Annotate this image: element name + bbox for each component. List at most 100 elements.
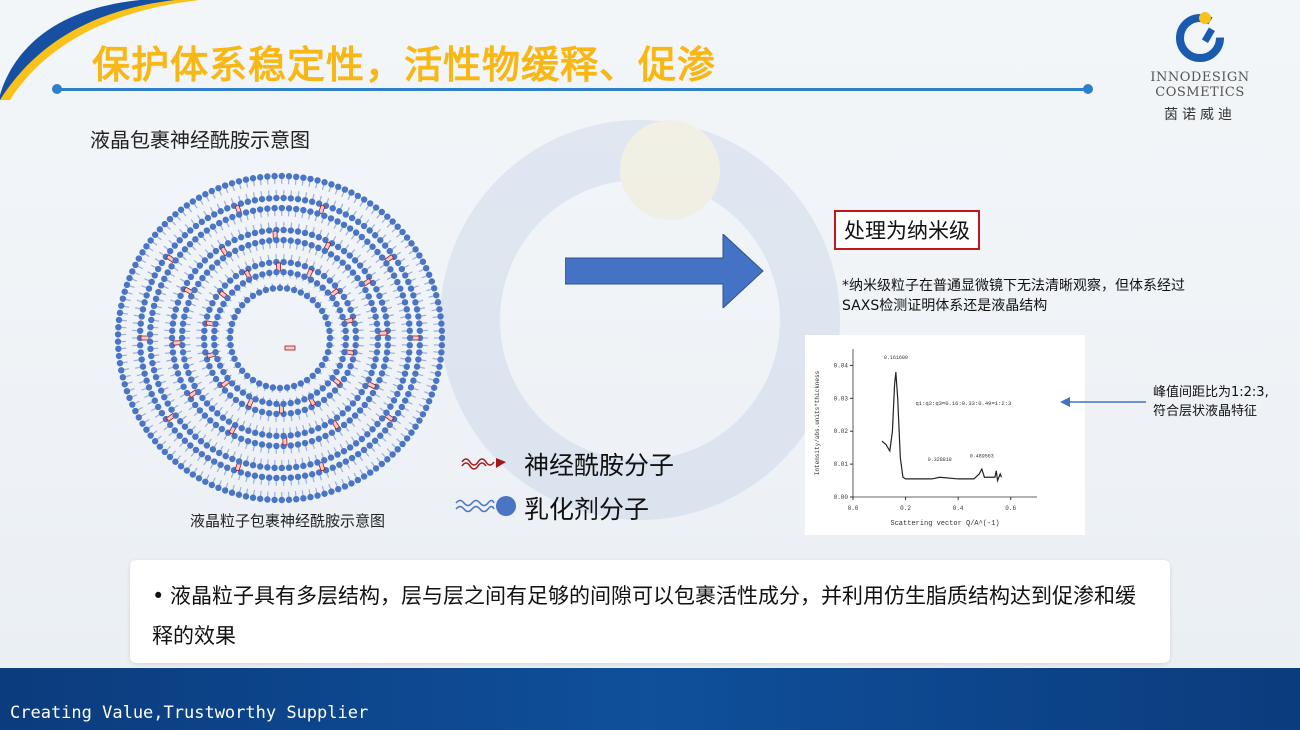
emulsifier-head <box>349 356 357 363</box>
emulsifier-head <box>258 260 266 268</box>
y-tick-label: 0.02 <box>834 428 849 435</box>
emulsifier-head <box>370 363 378 370</box>
emulsifier-head <box>365 376 372 383</box>
emulsifier-head <box>403 234 411 241</box>
emulsifier-head <box>203 313 211 320</box>
emulsifier-head <box>294 408 302 416</box>
emulsifier-head <box>211 341 218 349</box>
emulsifier-head <box>389 451 396 458</box>
emulsifier-head <box>373 286 380 293</box>
emulsifier-head <box>273 236 280 244</box>
emulsifier-head <box>378 208 386 216</box>
emulsifier-head <box>412 423 419 430</box>
emulsifier-head <box>239 280 247 287</box>
emulsifier-head <box>228 320 236 328</box>
emulsifier-head <box>218 425 226 433</box>
emulsifier-head <box>155 288 162 296</box>
emulsifier-head <box>178 334 186 342</box>
emulsifier-head <box>287 195 295 202</box>
emulsifier-head <box>256 289 263 296</box>
emulsifier-head <box>283 285 291 292</box>
emulsifier-head <box>204 454 212 462</box>
emulsifier-head <box>280 194 287 202</box>
company-logo: INNODESIGN COSMETICS 茵诺威迪 <box>1105 8 1295 124</box>
emulsifier-head <box>308 471 316 478</box>
emulsifier-head <box>283 384 291 391</box>
emulsifier-head <box>368 299 375 307</box>
emulsifier-head <box>209 299 216 307</box>
emulsifier-head <box>115 323 122 331</box>
emulsifier-head <box>181 246 189 253</box>
emulsifier-head <box>314 177 321 184</box>
emulsifier-head <box>373 320 381 327</box>
y-tick-label: 0.01 <box>834 461 849 468</box>
emulsifier-head <box>126 274 133 282</box>
emulsifier-head <box>428 278 436 285</box>
emulsifier-head <box>366 469 374 476</box>
decorative-swoosh <box>0 0 200 100</box>
emulsifier-head <box>273 474 280 482</box>
emulsifier-head <box>294 238 302 245</box>
emulsifier-head <box>235 458 243 465</box>
emulsifier-head <box>181 232 189 239</box>
emulsifier-head <box>394 390 401 398</box>
emulsifier-head <box>371 437 379 444</box>
emulsifier-head <box>339 410 346 417</box>
emulsifier-head <box>239 302 246 309</box>
emulsifier-head <box>188 376 195 383</box>
emulsifier-head <box>287 237 294 244</box>
emulsifier-head <box>123 281 131 289</box>
emulsifier-head <box>358 388 365 396</box>
emulsifier-head <box>158 409 166 417</box>
emulsifier-head <box>187 442 194 449</box>
emulsifier-head <box>287 269 294 277</box>
emulsifier-head <box>331 387 339 394</box>
emulsifier-head <box>182 306 190 313</box>
emulsifier-head <box>149 359 156 367</box>
emulsifier-head <box>215 184 222 192</box>
emulsifier-head <box>333 255 341 262</box>
y-axis-label: Intensity/abs.units*thickness <box>814 370 821 475</box>
emulsifier-head <box>114 338 122 345</box>
emulsifier-head <box>192 236 199 243</box>
emulsifier-head <box>181 437 189 444</box>
emulsifier-head <box>428 391 436 398</box>
emulsifier-head <box>280 400 287 408</box>
emulsifier-head <box>188 293 195 300</box>
emulsifier-head <box>224 205 231 212</box>
emulsifier-head <box>360 196 368 203</box>
emulsifier-head <box>301 197 309 204</box>
emulsifier-head <box>360 446 368 454</box>
emulsifier-head <box>389 218 396 225</box>
emulsifier-head <box>390 397 398 404</box>
emulsifier-head <box>354 274 361 282</box>
emulsifier-head <box>413 306 421 313</box>
emulsifier-head <box>322 432 329 440</box>
emulsifier-head <box>210 334 218 342</box>
emulsifier-head <box>211 458 218 465</box>
emulsifier-head <box>287 259 295 266</box>
emulsifier-head <box>115 316 123 324</box>
emulsifier-head <box>225 418 233 425</box>
emulsifier-head <box>265 474 273 481</box>
emulsifier-head <box>398 265 406 273</box>
emulsifier-head <box>293 205 300 213</box>
emulsifier-head <box>374 341 381 349</box>
emulsifier-head <box>154 265 162 273</box>
peak-ratio-note: 峰值间距比为1:2:3, 符合层状液晶特征 <box>1153 383 1269 421</box>
emulsifier-head <box>168 406 175 413</box>
emulsifier-head <box>374 334 382 342</box>
emulsifier-head <box>169 349 177 356</box>
emulsifier-head <box>265 195 273 202</box>
emulsifier-head <box>183 389 191 397</box>
emulsifier-head <box>383 349 391 356</box>
emulsifier-head <box>271 464 278 472</box>
emulsifier-head <box>394 409 402 417</box>
emulsifier-head <box>201 342 208 349</box>
emulsifier-head <box>137 349 144 356</box>
emulsifier-head <box>212 375 220 383</box>
emulsifier-head <box>271 496 278 504</box>
emulsifier-head <box>410 377 417 384</box>
emulsifier-head <box>147 237 154 244</box>
emulsifier-head <box>374 327 381 335</box>
